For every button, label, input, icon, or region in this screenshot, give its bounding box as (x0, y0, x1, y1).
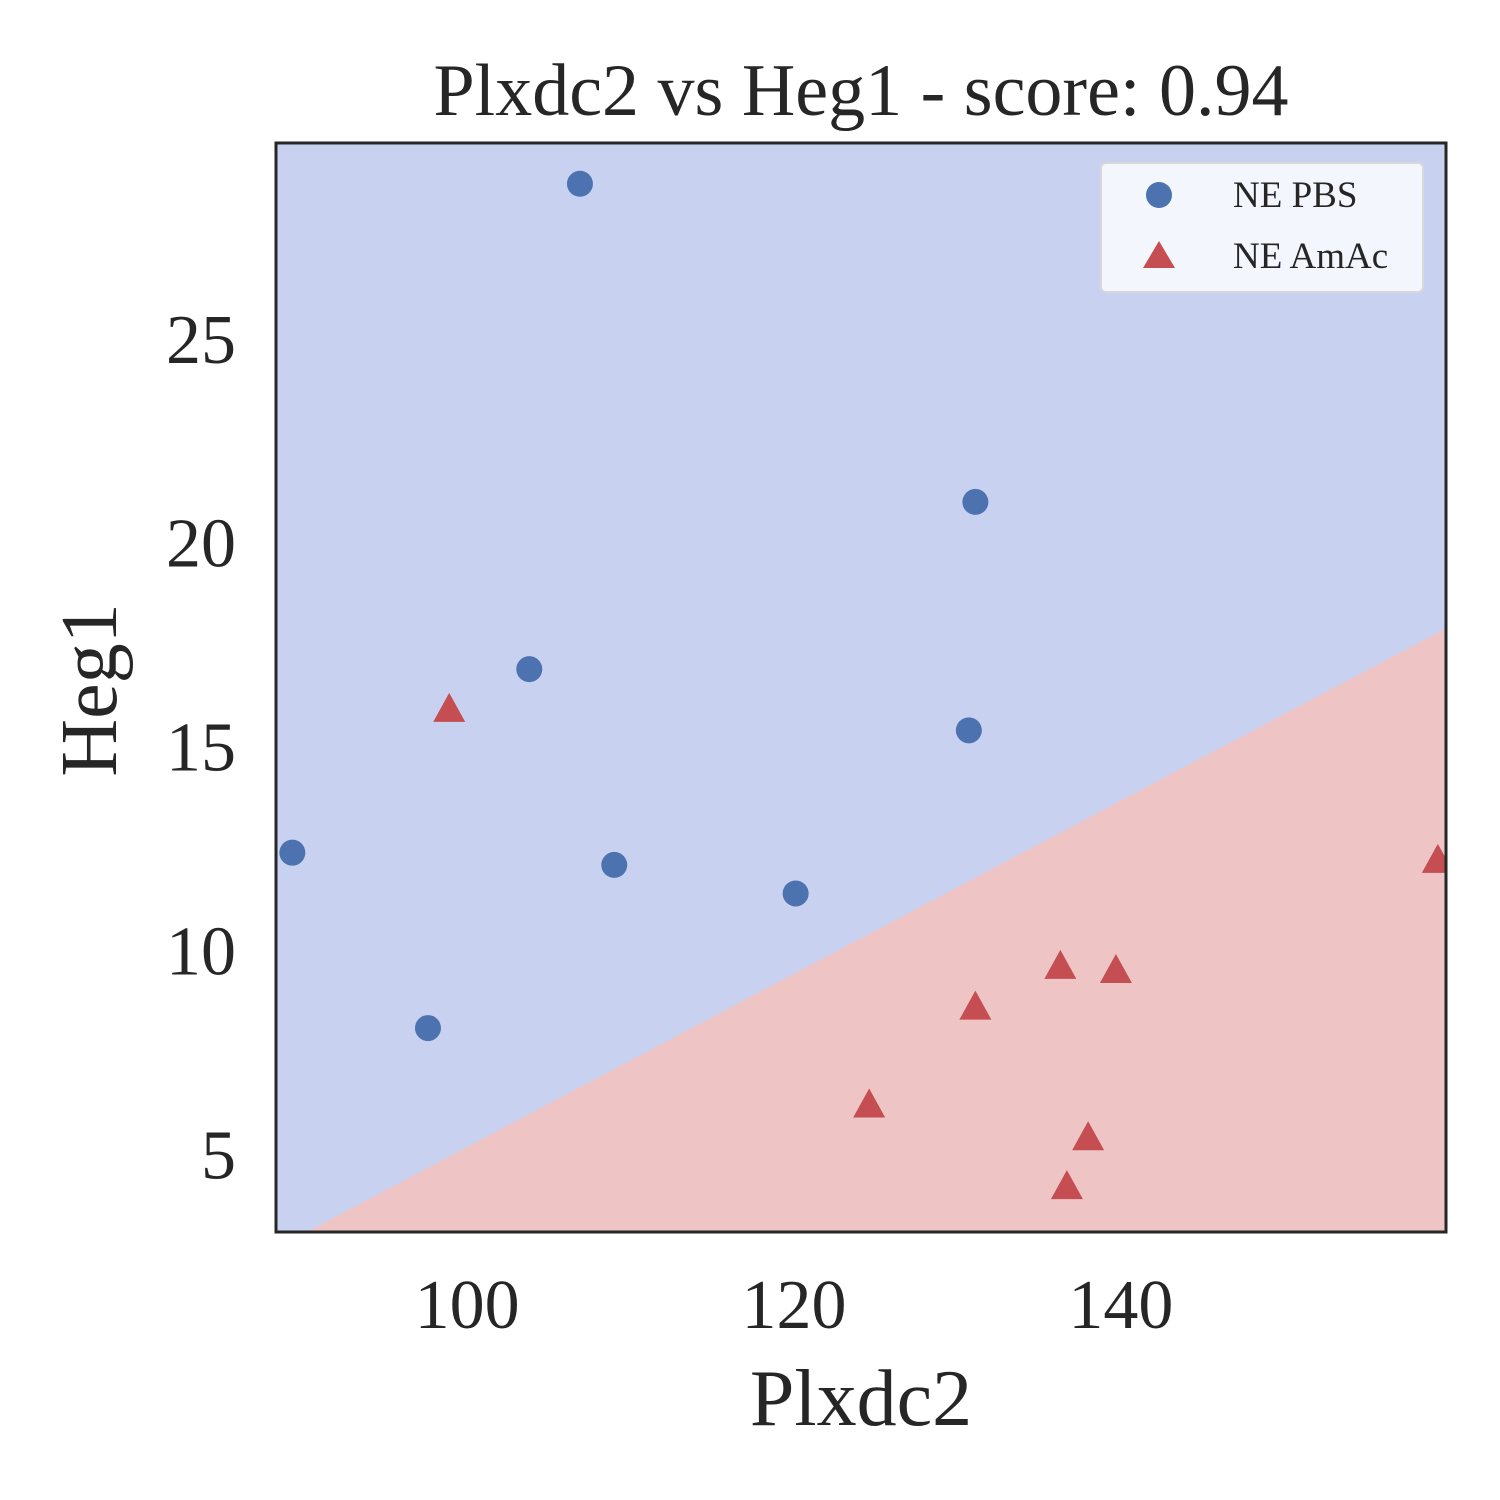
decision-regions (276, 143, 1446, 1232)
data-point-ne-pbs-2 (516, 656, 543, 683)
y-axis-label: Heg1 (46, 603, 134, 776)
legend-marker-ne-pbs (1146, 182, 1172, 208)
data-point-ne-amac-4 (959, 990, 992, 1020)
data-point-ne-pbs-6 (782, 880, 809, 907)
y-tick-label-10: 10 (166, 914, 236, 991)
plot-frame (274, 141, 1448, 1234)
x-tick-label-140: 140 (1068, 1267, 1173, 1344)
data-point-ne-amac-0 (433, 692, 466, 722)
data-points (279, 170, 1446, 1200)
data-point-ne-pbs-7 (414, 1015, 441, 1042)
chart-title: Plxdc2 vs Heg1 - score: 0.94 (434, 50, 1289, 132)
legend-label-ne-pbs: NE PBS (1233, 175, 1357, 216)
data-point-ne-amac-2 (1044, 949, 1077, 979)
y-tick-label-20: 20 (166, 506, 236, 583)
data-point-ne-amac-6 (1072, 1121, 1105, 1151)
legend-marker-ne-amac (1143, 241, 1175, 268)
data-point-ne-amac-1 (1421, 843, 1446, 873)
x-axis-label: Plxdc2 (750, 1355, 972, 1443)
data-point-ne-amac-3 (1099, 953, 1132, 983)
data-point-ne-pbs-0 (566, 170, 593, 197)
y-tick-label-5: 5 (201, 1118, 236, 1195)
data-point-ne-pbs-4 (279, 839, 306, 866)
legend-box (1100, 162, 1424, 293)
data-point-ne-pbs-5 (601, 851, 628, 878)
x-axis-ticks: 100 120 140 (415, 1267, 1174, 1344)
legend: NE PBS NE AmAc (1100, 162, 1424, 293)
data-point-ne-amac-7 (1050, 1170, 1083, 1200)
y-tick-label-25: 25 (166, 302, 236, 379)
y-axis-ticks: 5 10 15 20 25 (166, 302, 236, 1195)
data-point-ne-amac-5 (853, 1088, 886, 1118)
data-point-ne-pbs-1 (962, 488, 989, 515)
y-tick-label-15: 15 (166, 710, 236, 787)
x-tick-label-120: 120 (742, 1267, 847, 1344)
legend-label-ne-amac: NE AmAc (1233, 236, 1388, 277)
x-tick-label-100: 100 (415, 1267, 520, 1344)
region-ne-amac (306, 628, 1446, 1232)
data-point-ne-pbs-3 (955, 717, 982, 744)
